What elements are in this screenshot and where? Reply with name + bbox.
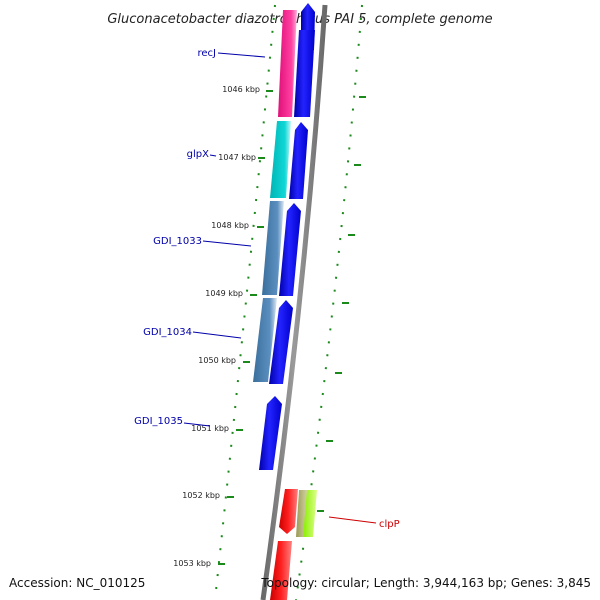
- ruler-label: 1052 kbp: [182, 491, 220, 500]
- leader-line: [328, 516, 377, 524]
- gene-label-gdi1035[interactable]: GDI_1035: [134, 416, 183, 427]
- map-title: Gluconacetobacter diazotrophicus PAI 5, …: [107, 12, 492, 27]
- ruler-label: 1048 kbp: [211, 221, 249, 230]
- leader-line: [202, 240, 252, 247]
- ruler-label: 1051 kbp: [191, 424, 229, 433]
- gene-arrow[interactable]: [259, 396, 282, 470]
- gene-red-block[interactable]: [279, 489, 298, 534]
- gene-label-clpp[interactable]: clpP: [379, 519, 400, 530]
- leader-line: [209, 154, 217, 157]
- gene-arrow[interactable]: [289, 122, 308, 199]
- gene-gdi1033-block[interactable]: [262, 201, 284, 295]
- gene-recj-block[interactable]: [278, 10, 297, 117]
- gene-label-gdi1034[interactable]: GDI_1034: [143, 327, 192, 338]
- accession-text: Accession: NC_010125: [9, 576, 145, 590]
- ruler-label: 1053 kbp: [173, 559, 211, 568]
- ruler-label: 1047 kbp: [218, 153, 256, 162]
- gene-label-glpx[interactable]: glpX: [187, 149, 209, 160]
- gene-arrow[interactable]: [279, 203, 301, 296]
- gene-gdi1034-block[interactable]: [253, 298, 277, 382]
- gene-clpp-block-lime[interactable]: [303, 490, 317, 537]
- genome-backbone: [260, 4, 328, 600]
- gene-arrow[interactable]: [294, 30, 315, 117]
- ruler-label: 1049 kbp: [205, 289, 243, 298]
- gene-arrow[interactable]: [269, 300, 293, 384]
- gene-glpx-block[interactable]: [270, 121, 291, 198]
- leader-line: [217, 52, 266, 58]
- ruler-label: 1050 kbp: [198, 356, 236, 365]
- ruler-label: 1046 kbp: [222, 85, 260, 94]
- gene-label-gdi1033[interactable]: GDI_1033: [153, 236, 202, 247]
- gene-red-block[interactable]: [270, 541, 292, 600]
- leader-line: [183, 422, 211, 427]
- leader-line: [192, 331, 242, 339]
- gene-label-recj[interactable]: recJ: [198, 48, 217, 59]
- topology-text: Topology: circular; Length: 3,944,163 bp…: [260, 576, 591, 590]
